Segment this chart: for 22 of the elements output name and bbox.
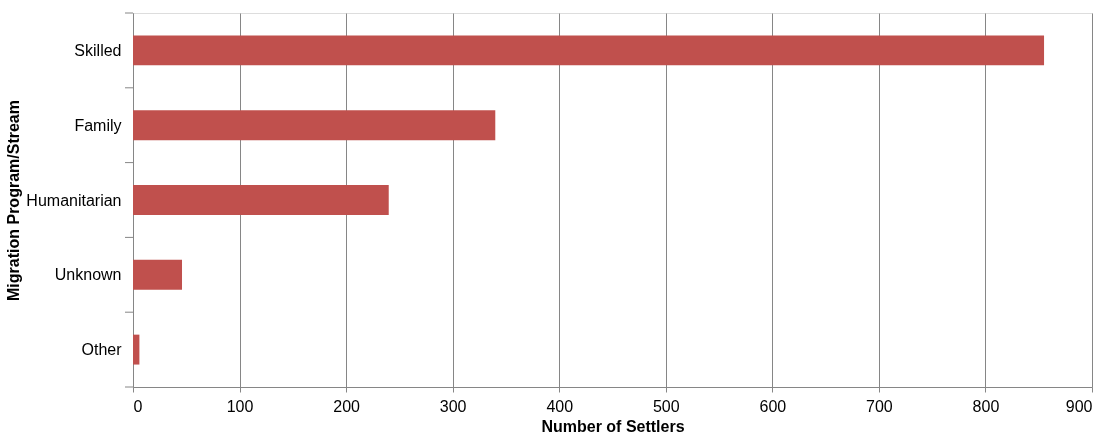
y-tick-label: Unknown (54, 266, 122, 284)
bar (133, 110, 496, 141)
x-tick-label: 100 (226, 397, 254, 415)
y-tick-label: Humanitarian (26, 191, 122, 209)
y-tick-label: Other (81, 341, 123, 359)
x-tick-label: 900 (1065, 397, 1093, 415)
x-tick-label: 800 (972, 397, 1000, 415)
x-tick-label: 600 (759, 397, 787, 415)
x-tick-label: 300 (439, 397, 467, 415)
y-axis-title: Migration Program/Stream (5, 100, 23, 301)
bar (133, 334, 140, 365)
y-tick-label: Family (74, 116, 122, 134)
x-axis-title: Number of Settlers (541, 417, 685, 435)
x-tick-label: 400 (546, 397, 574, 415)
bar (133, 259, 183, 290)
x-tick-label: 0 (133, 397, 143, 415)
bar (133, 185, 389, 215)
x-tick-label: 200 (333, 397, 361, 415)
y-tick-label: Skilled (74, 41, 122, 59)
x-tick-label: 700 (866, 397, 893, 415)
x-tick-label: 500 (652, 397, 680, 415)
bar (133, 35, 1045, 66)
